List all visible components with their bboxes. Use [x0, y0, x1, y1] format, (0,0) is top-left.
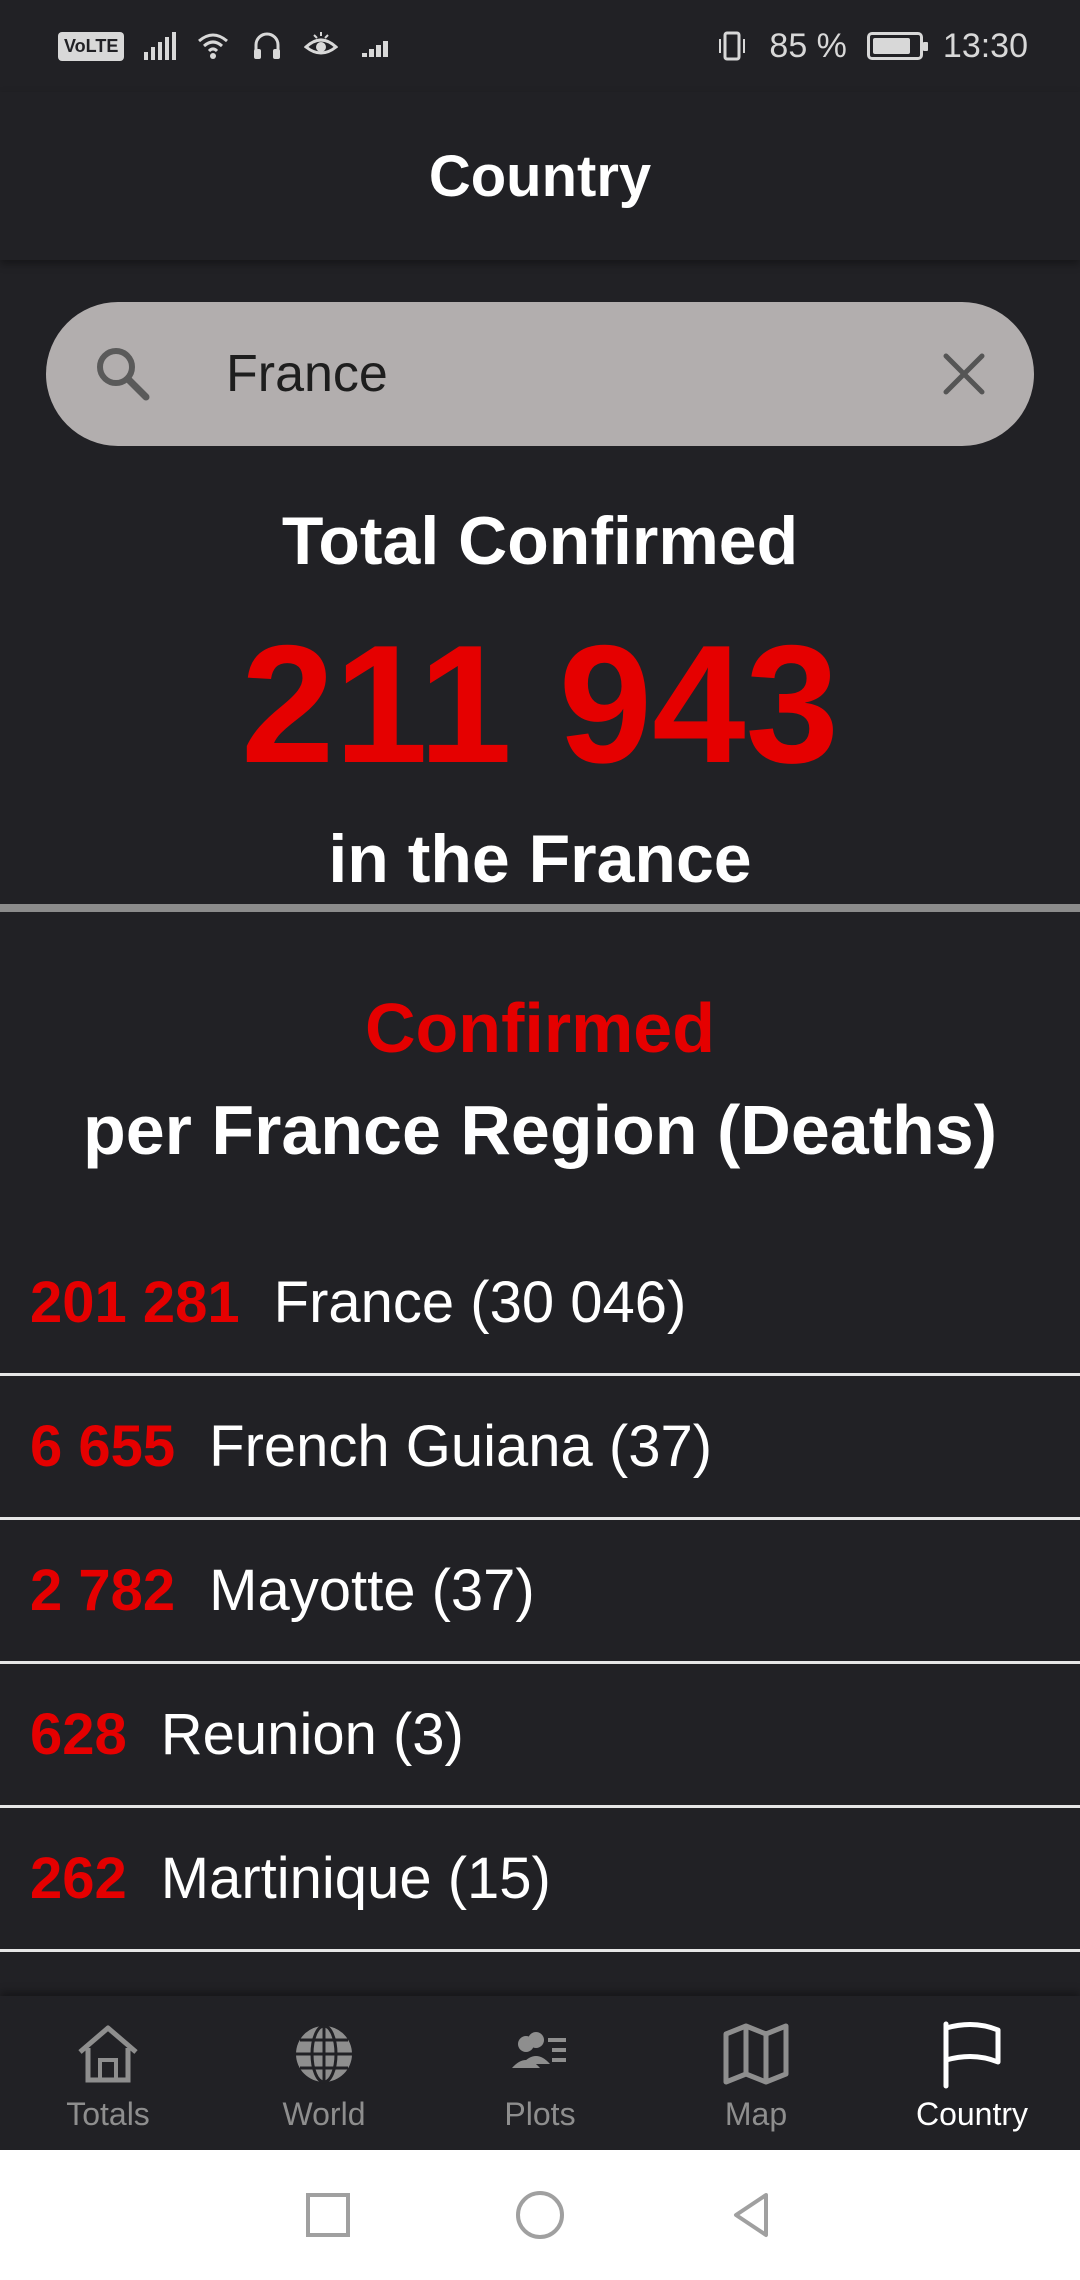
page-title: Country	[428, 143, 652, 209]
headphones-icon	[254, 32, 281, 59]
nav-item-country[interactable]: Country	[864, 1996, 1080, 2150]
status-left: VoLTE	[58, 29, 392, 63]
region-count: 262	[30, 1846, 127, 1911]
region-count: 2 782	[30, 1558, 176, 1623]
region-count: 628	[30, 1702, 127, 1767]
home-button-icon[interactable]	[514, 2189, 566, 2241]
total-confirmed-label: Total Confirmed	[281, 503, 799, 579]
app-bar: Country	[0, 92, 1080, 260]
data-signal-icon	[362, 41, 389, 57]
nav-label: Country	[915, 2096, 1029, 2132]
nav-item-world[interactable]: World	[216, 1996, 432, 2150]
search-input[interactable]	[226, 344, 934, 404]
volte-icon: VoLTE	[58, 31, 125, 61]
total-confirmed-value: 211 943	[240, 610, 839, 798]
nav-label: Plots	[504, 2096, 576, 2132]
region-count: 6 655	[30, 1414, 176, 1479]
status-right: 85 % 13:30	[715, 27, 1028, 66]
home-icon	[78, 2025, 138, 2083]
region-name: Mayotte (37)	[209, 1558, 535, 1623]
map-icon	[723, 2023, 789, 2085]
list-item[interactable]: 262 Martinique (15)	[0, 1808, 1080, 1952]
region-name: France (30 046)	[273, 1270, 687, 1335]
signal-icon	[144, 32, 177, 60]
nav-item-totals[interactable]: Totals	[0, 1996, 216, 2150]
region-name: Reunion (3)	[160, 1702, 464, 1767]
back-icon[interactable]	[726, 2189, 778, 2241]
list-item[interactable]: 2 782 Mayotte (37)	[0, 1520, 1080, 1664]
vibrate-icon	[719, 31, 746, 61]
people-list-icon	[512, 2032, 566, 2068]
nav-item-map[interactable]: Map	[648, 1996, 864, 2150]
eye-icon	[304, 32, 339, 55]
flag-icon	[943, 2021, 1001, 2089]
region-name: Martinique (15)	[160, 1846, 551, 1911]
section-divider	[0, 904, 1080, 912]
battery-percent: 85 %	[769, 26, 847, 65]
nav-label: Map	[724, 2096, 788, 2132]
region-count: 201 281	[30, 1270, 240, 1335]
nav-label: World	[282, 2096, 366, 2132]
recents-icon[interactable]	[302, 2189, 354, 2241]
globe-icon	[296, 2024, 352, 2084]
bottom-nav: Totals World Plots Map	[0, 1996, 1080, 2150]
list-item[interactable]: 6 655 French Guiana (37)	[0, 1376, 1080, 1520]
region-name: French Guiana (37)	[209, 1414, 713, 1479]
system-nav	[0, 2150, 1080, 2280]
search-icon[interactable]	[88, 339, 158, 409]
close-icon[interactable]	[934, 344, 994, 404]
region-section-subtitle: per France Region (Deaths)	[82, 1091, 998, 1169]
list-item[interactable]: 201 281 France (30 046)	[0, 1232, 1080, 1376]
battery-icon	[866, 32, 928, 60]
search-bar[interactable]	[46, 302, 1034, 446]
wifi-icon	[198, 33, 229, 59]
status-bar: VoLTE 85 %	[0, 0, 1080, 92]
nav-label: Totals	[66, 2096, 150, 2132]
region-section-title: Confirmed	[365, 989, 715, 1067]
country-subtitle: in the France	[328, 821, 752, 897]
nav-item-plots[interactable]: Plots	[432, 1996, 648, 2150]
list-item[interactable]: 628 Reunion (3)	[0, 1664, 1080, 1808]
clock: 13:30	[942, 26, 1028, 65]
region-list[interactable]: 201 281 France (30 046) 6 655 French Gui…	[0, 1232, 1080, 1952]
battery-fill	[872, 38, 911, 54]
